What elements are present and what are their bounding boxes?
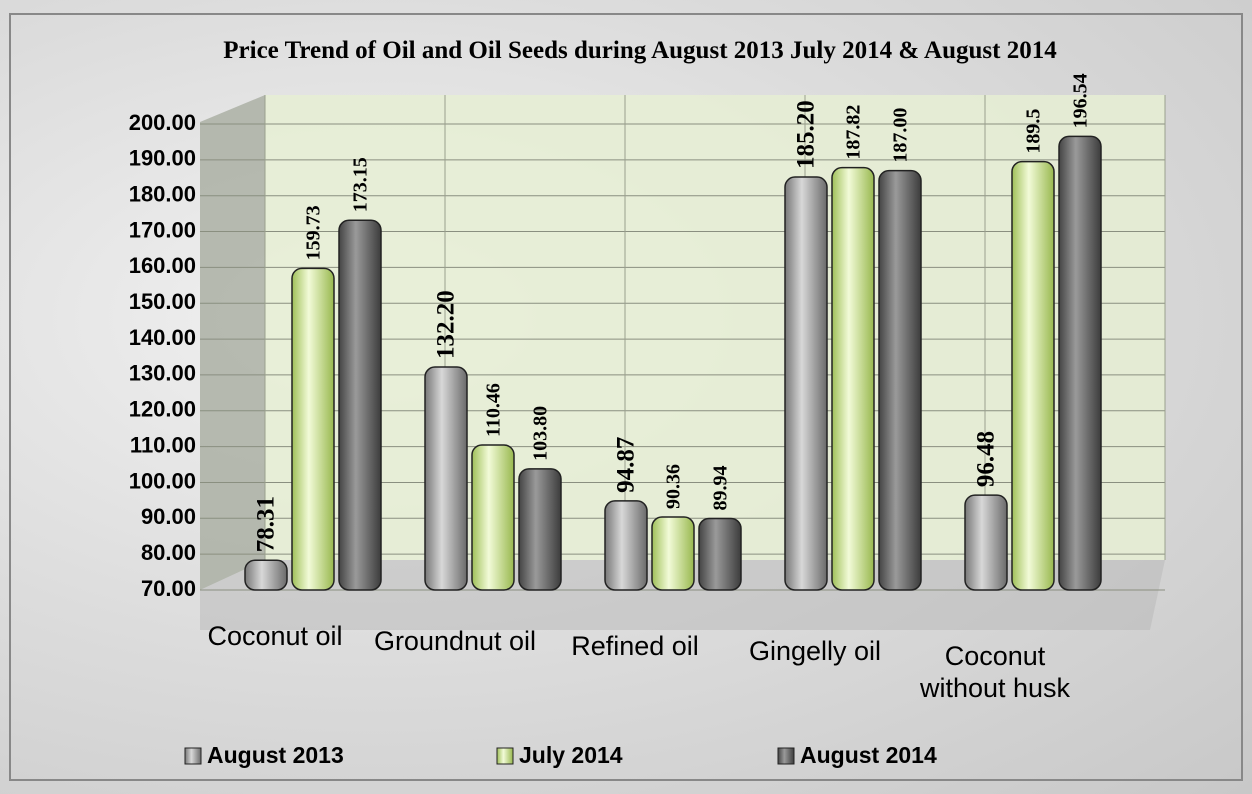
value-label: 173.15 [350,157,372,212]
bar [1058,135,1102,591]
y-tick-label: 150.00 [129,289,196,314]
value-label: 96.48 [973,431,1000,487]
bar [964,494,1008,591]
value-label: 90.36 [663,464,685,509]
bar [651,516,695,591]
bar [518,468,562,591]
y-tick-label: 200.00 [129,110,196,135]
y-tick-label: 80.00 [141,540,196,565]
x-tick-label: Gingelly oil [748,636,882,666]
value-label: 78.31 [253,496,280,552]
x-tick-label: Groundnut oil [373,626,537,656]
value-label: 196.54 [1070,73,1092,128]
bar [291,267,335,591]
legend-swatch [777,747,795,765]
y-tick-label: 100.00 [129,468,196,493]
bar [471,444,515,591]
x-tick-label: Coconut oil [207,621,343,651]
value-label: 132.20 [433,290,460,359]
y-tick-label: 160.00 [129,253,196,278]
y-tick-label: 70.00 [141,576,196,601]
y-tick-label: 190.00 [129,146,196,171]
legend-label: July 2014 [519,742,623,768]
y-tick-label: 120.00 [129,397,196,422]
value-label: 159.73 [303,205,325,260]
x-tick-label: Coconut without husk [919,641,1071,703]
side-wall [200,95,265,590]
y-tick-label: 180.00 [129,182,196,207]
value-label: 187.00 [890,108,912,163]
bar [831,166,875,591]
value-label: 187.82 [843,105,865,160]
value-label: 110.46 [483,383,505,437]
value-label: 94.87 [613,437,640,493]
bar [698,517,742,591]
bar [604,500,648,591]
bar [424,366,468,591]
bar [878,169,922,591]
legend-swatch [496,747,514,765]
value-label: 185.20 [793,100,820,169]
legend-label: August 2013 [207,742,344,768]
bar [338,219,382,591]
legend-label: August 2014 [800,742,937,768]
bar [784,176,828,591]
y-tick-label: 90.00 [141,504,196,529]
y-tick-label: 130.00 [129,361,196,386]
value-label: 103.80 [530,406,552,461]
y-tick-label: 140.00 [129,325,196,350]
y-tick-label: 170.00 [129,217,196,242]
legend-swatch [184,747,202,765]
bar [1011,160,1055,591]
value-label: 89.94 [710,466,732,511]
x-tick-label: Refined oil [571,631,699,661]
value-label: 189.5 [1023,109,1045,154]
frame [9,13,1243,781]
y-tick-label: 110.00 [130,432,196,457]
bar [244,559,288,591]
chart-title: Price Trend of Oil and Oil Seeds during … [223,37,1057,64]
